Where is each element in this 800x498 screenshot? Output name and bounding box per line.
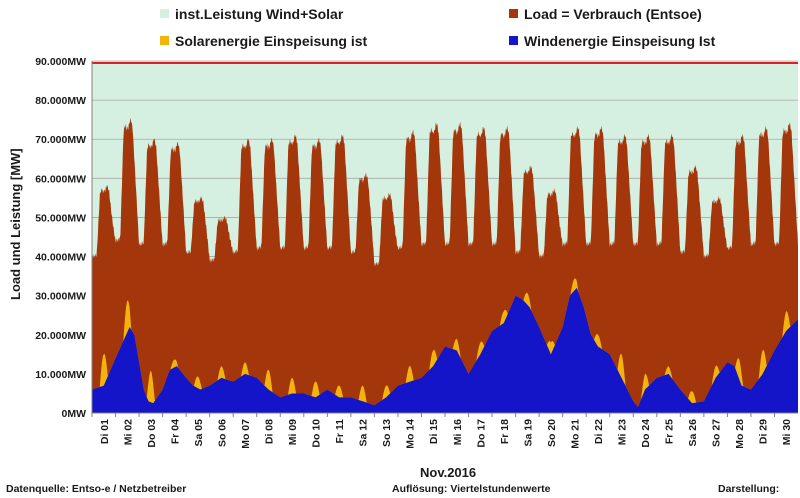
x-tick-label: Di 15 bbox=[428, 419, 440, 444]
x-tick-label: So 13 bbox=[381, 419, 393, 447]
y-tick-label: 30.000MW bbox=[35, 291, 86, 303]
x-tick-label: Di 22 bbox=[593, 419, 605, 444]
x-tick-label: Mi 23 bbox=[617, 419, 629, 445]
legend-item-wind: Windenergie Einspeisung Ist bbox=[509, 33, 716, 49]
x-axis-ticks: Di 01 Mi 02 Do 03 Fr 04 Sa 05 So 06 Mo 07 Di 08… bbox=[91, 413, 793, 449]
legend-swatch-wind bbox=[509, 36, 518, 45]
wind-area bbox=[92, 288, 798, 413]
y-tick-label: 10.000MW bbox=[35, 369, 86, 381]
y-tick-label: 90.000MW bbox=[35, 56, 86, 68]
x-tick-label: Do 03 bbox=[146, 419, 158, 448]
legend: inst.Leistung Wind+Solar Load = Verbrauc… bbox=[160, 6, 716, 49]
y-tick-label: 60.000MW bbox=[35, 173, 86, 185]
x-tick-label: Di 01 bbox=[99, 419, 111, 444]
x-tick-label: Sa 26 bbox=[687, 419, 699, 447]
y-tick-label: 0MW bbox=[62, 408, 87, 420]
x-tick-label: Fr 18 bbox=[499, 419, 511, 444]
x-tick-label: Mo 21 bbox=[569, 419, 581, 449]
x-tick-label: Mi 09 bbox=[287, 419, 299, 445]
y-axis-ticks: 0MW 10.000MW 20.000MW 30.000MW 40.000MW 50.00… bbox=[35, 56, 86, 420]
footer-source: Datenquelle: Entso-e / Netzbetreiber bbox=[6, 483, 186, 495]
x-tick-label: Di 08 bbox=[264, 419, 276, 444]
x-tick-label: Fr 11 bbox=[334, 419, 346, 444]
x-tick-label: Fr 04 bbox=[169, 419, 181, 444]
legend-item-solar: Solarenergie Einspeisung ist bbox=[160, 33, 368, 49]
x-tick-label: Di 29 bbox=[758, 419, 770, 444]
x-tick-label: Fr 25 bbox=[664, 419, 676, 444]
x-tick-label: Mi 30 bbox=[781, 419, 793, 445]
legend-swatch-solar bbox=[160, 36, 169, 45]
footer-display: Darstellung: bbox=[718, 483, 779, 495]
legend-swatch-capacity bbox=[160, 9, 169, 18]
x-tick-label: Sa 05 bbox=[193, 419, 205, 447]
x-tick-label: So 06 bbox=[216, 419, 228, 447]
y-tick-label: 50.000MW bbox=[35, 212, 86, 224]
x-tick-label: Sa 12 bbox=[358, 419, 370, 447]
x-tick-label: So 20 bbox=[546, 419, 558, 447]
x-tick-label: Mo 14 bbox=[405, 419, 417, 449]
x-tick-label: Mi 02 bbox=[122, 419, 134, 445]
x-tick-label: Do 24 bbox=[640, 419, 652, 448]
legend-label-solar: Solarenergie Einspeisung ist bbox=[175, 33, 368, 49]
footer-resolution: Auflösung: Viertelstundenwerte bbox=[392, 483, 551, 495]
x-axis-title: Nov.2016 bbox=[420, 465, 476, 480]
x-tick-label: Mo 28 bbox=[734, 419, 746, 449]
legend-item-capacity: inst.Leistung Wind+Solar bbox=[160, 6, 344, 22]
x-tick-label: Do 17 bbox=[475, 419, 487, 448]
legend-label-wind: Windenergie Einspeisung Ist bbox=[524, 33, 716, 49]
x-tick-label: So 27 bbox=[711, 419, 723, 447]
x-tick-label: Do 10 bbox=[311, 419, 323, 448]
x-tick-label: Mi 16 bbox=[452, 419, 464, 445]
y-tick-label: 40.000MW bbox=[35, 252, 86, 264]
x-tick-label: Sa 19 bbox=[522, 419, 534, 447]
legend-label-load: Load = Verbrauch (Entsoe) bbox=[524, 6, 702, 22]
load-area bbox=[92, 117, 798, 414]
y-axis-title: Load und Leistung [MW] bbox=[8, 148, 23, 300]
legend-swatch-load bbox=[509, 9, 518, 18]
legend-item-load: Load = Verbrauch (Entsoe) bbox=[509, 6, 702, 22]
legend-label-capacity: inst.Leistung Wind+Solar bbox=[175, 6, 344, 22]
y-tick-label: 20.000MW bbox=[35, 330, 86, 342]
plot-area bbox=[91, 60, 798, 414]
y-tick-label: 80.000MW bbox=[35, 95, 86, 107]
x-tick-label: Mo 07 bbox=[240, 419, 252, 449]
y-tick-label: 70.000MW bbox=[35, 134, 86, 146]
